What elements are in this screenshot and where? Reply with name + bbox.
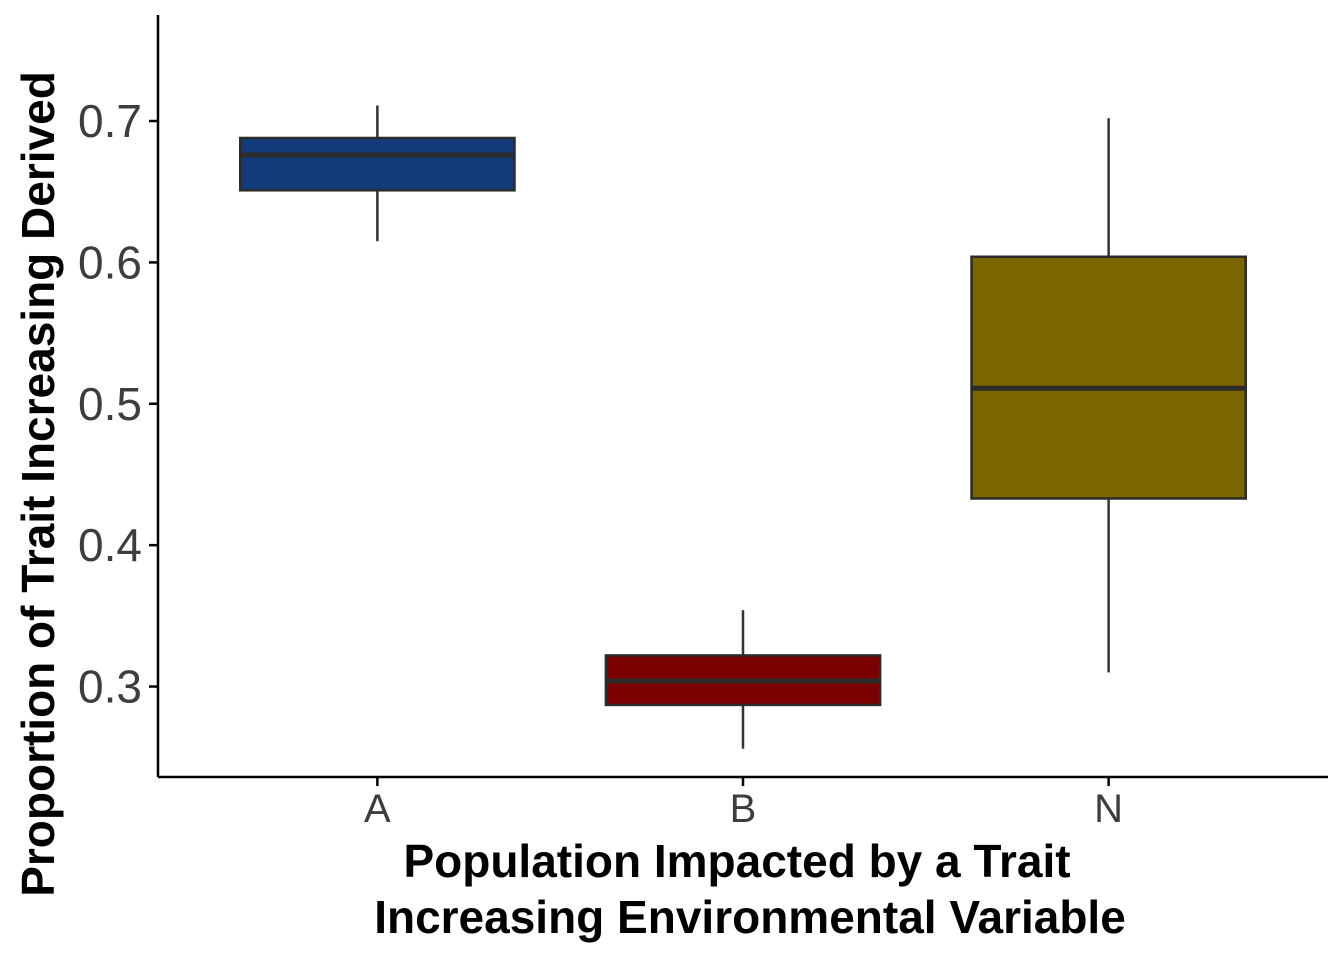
y-tick-label: 0.5 <box>78 378 142 430</box>
y-tick-label: 0.6 <box>78 236 142 288</box>
y-tick-label: 0.4 <box>78 519 142 571</box>
y-tick-label: 0.7 <box>78 95 142 147</box>
y-ticks: 0.3 0.4 0.5 0.6 0.7 <box>78 95 158 713</box>
x-tick-label: A <box>364 787 391 831</box>
x-axis-title-line-1: Population Impacted by a Trait <box>403 835 1070 887</box>
box-N <box>970 255 1247 500</box>
y-tick-label: 0.3 <box>78 661 142 713</box>
box-group <box>239 105 1247 749</box>
x-tick-label: B <box>730 787 757 831</box>
x-axis-title-line-2: Increasing Environmental Variable <box>374 891 1126 943</box>
x-tick-label: N <box>1094 787 1123 831</box>
box-A <box>239 136 516 192</box>
y-axis-title: Proportion of Trait Increasing Derived <box>12 71 64 897</box>
